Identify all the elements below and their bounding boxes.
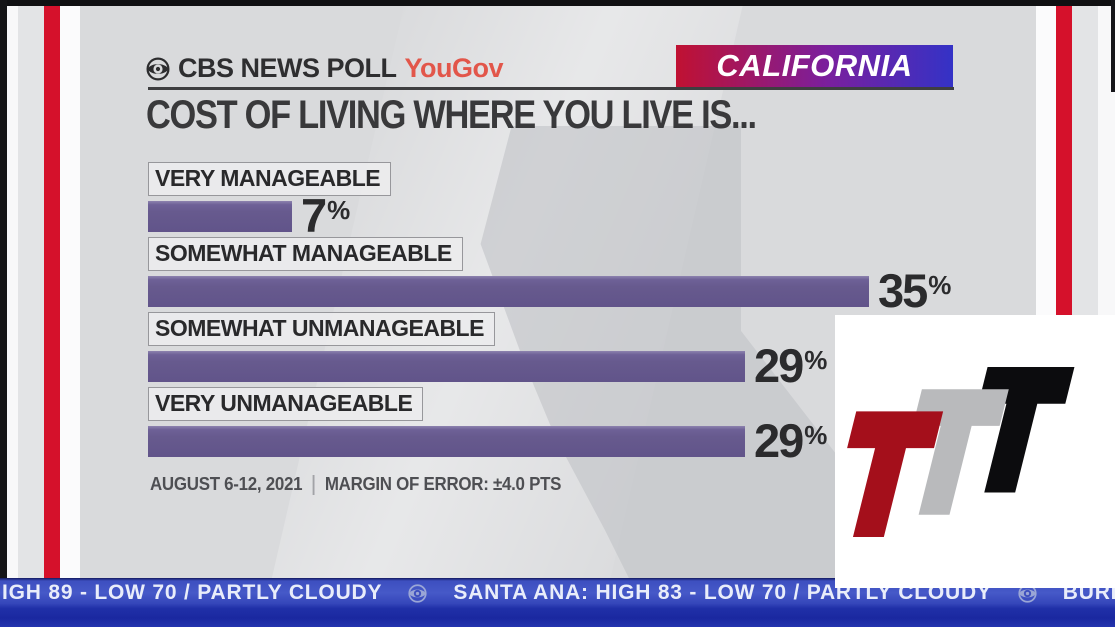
margin-of-error: MARGIN OF ERROR: ±4.0 PTS xyxy=(324,474,562,494)
footnote-divider xyxy=(312,474,315,495)
percent-sign: % xyxy=(804,420,828,450)
ttt-logo xyxy=(847,367,1075,537)
weather-ticker: IGH 89 - LOW 70 / PARTLY CLOUDY SANTA AN… xyxy=(0,578,1115,627)
bar-row-somewhat-manageable: SOMEWHAT MANAGEABLE 35 % xyxy=(148,237,952,317)
yougov-label: YouGov xyxy=(404,53,504,83)
ticker-segment-left: IGH 89 - LOW 70 / PARTLY CLOUDY xyxy=(2,581,383,604)
chart-title: COST OF LIVING WHERE YOU LIVE IS... xyxy=(146,93,757,137)
category-label: VERY MANAGEABLE xyxy=(148,162,392,196)
top-frame-bar xyxy=(0,0,1115,6)
station-logo-overlay xyxy=(835,315,1115,588)
bar-row-very-unmanageable: VERY UNMANAGEABLE 29 % xyxy=(148,387,828,467)
value-label: 29 % xyxy=(754,414,828,467)
value-label: 29 % xyxy=(754,339,828,392)
right-frame-bar xyxy=(1111,0,1115,92)
bar-very-manageable xyxy=(148,200,292,232)
value-number: 35 xyxy=(878,264,928,317)
value-label: 35 % xyxy=(878,264,952,317)
poll-source-label: CBS NEWS POLL xyxy=(178,53,397,83)
chart-footnote: AUGUST 6-12, 2021 MARGIN OF ERROR: ±4.0 … xyxy=(150,474,561,495)
bar-somewhat-manageable xyxy=(148,275,869,307)
cbs-eye-icon xyxy=(146,56,170,81)
bar-somewhat-unmanageable xyxy=(148,350,745,382)
cbs-eye-icon xyxy=(408,583,427,603)
value-label: 7 % xyxy=(301,189,351,242)
bar-row-very-manageable: VERY MANAGEABLE 7 % xyxy=(148,162,392,242)
value-number: 7 xyxy=(301,189,327,242)
bar-very-unmanageable xyxy=(148,425,745,457)
region-banner: CALIFORNIA xyxy=(676,45,953,87)
category-label: SOMEWHAT MANAGEABLE xyxy=(148,237,463,271)
date-range: AUGUST 6-12, 2021 xyxy=(150,474,303,494)
category-label: VERY UNMANAGEABLE xyxy=(148,387,424,421)
header-divider xyxy=(148,87,954,90)
percent-sign: % xyxy=(327,195,351,225)
bar-row-somewhat-unmanageable: SOMEWHAT UNMANAGEABLE 29 % xyxy=(148,312,828,392)
value-number: 29 xyxy=(754,339,804,392)
left-frame-bar xyxy=(0,0,7,578)
percent-sign: % xyxy=(928,270,952,300)
poll-source-row: CBS NEWS POLL YouGov xyxy=(146,53,504,84)
category-label: SOMEWHAT UNMANAGEABLE xyxy=(148,312,495,346)
percent-sign: % xyxy=(804,345,828,375)
value-number: 29 xyxy=(754,414,804,467)
